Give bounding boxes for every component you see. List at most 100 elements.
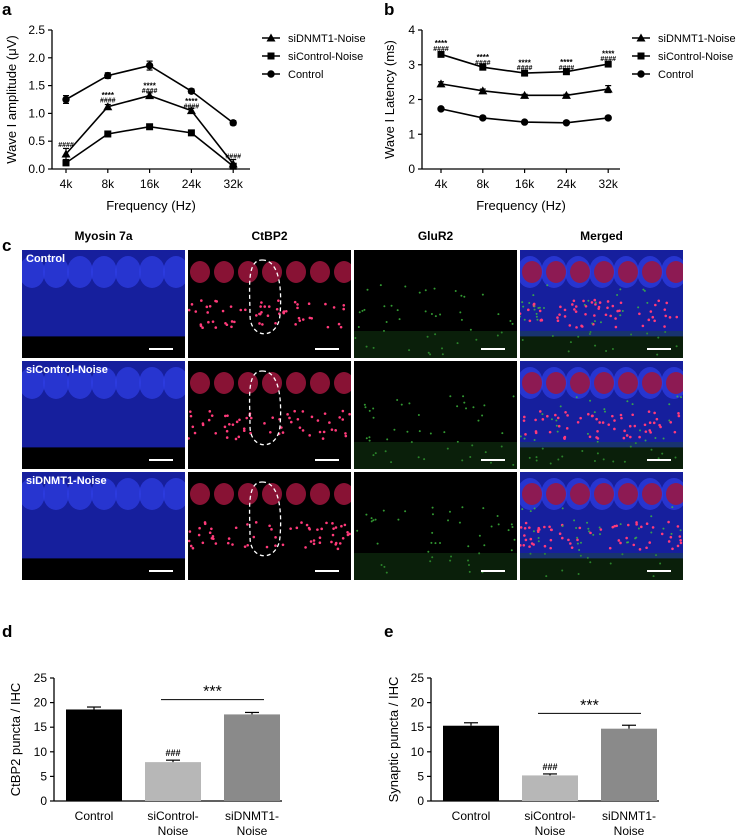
data-point xyxy=(478,86,488,95)
ctbp2-puncta xyxy=(304,546,307,549)
ctbp2-puncta xyxy=(677,414,681,418)
panel-letter-a: a xyxy=(2,0,12,19)
glur2-puncta xyxy=(619,288,622,291)
glur2-puncta xyxy=(676,395,679,398)
data-point xyxy=(561,90,571,99)
significance-mark: **** xyxy=(102,91,115,100)
ctbp2-puncta xyxy=(649,310,653,313)
hair-cell xyxy=(139,367,165,399)
ctbp2-puncta xyxy=(324,302,327,306)
glur2-puncta xyxy=(356,529,359,532)
data-point xyxy=(604,60,612,68)
glur2-puncta xyxy=(577,335,580,338)
hair-cell xyxy=(22,367,45,399)
legend-label: siDNMT1-Noise xyxy=(658,33,736,45)
ctbp2-puncta xyxy=(625,434,629,437)
scale-bar xyxy=(149,459,173,461)
nucleus xyxy=(286,483,306,505)
nucleus xyxy=(594,483,614,505)
glur2-puncta xyxy=(365,513,368,516)
ctbp2-puncta xyxy=(237,435,241,439)
ctbp2-puncta xyxy=(677,412,680,415)
glur2-puncta xyxy=(374,452,377,455)
ctbp2-puncta xyxy=(608,546,612,550)
glur2-puncta xyxy=(372,519,375,522)
ctbp2-puncta xyxy=(326,325,330,329)
micrograph-image xyxy=(188,259,351,335)
ctbp2-puncta xyxy=(560,536,564,540)
ctbp2-puncta xyxy=(330,540,333,544)
glur2-puncta xyxy=(477,419,480,422)
ctbp2-puncta xyxy=(557,424,561,428)
glur2-puncta xyxy=(621,309,624,312)
glur2-puncta xyxy=(657,336,660,339)
scale-bar xyxy=(315,348,339,350)
x-tick-label: 16k xyxy=(515,177,535,191)
nucleus xyxy=(334,372,351,394)
glur2-puncta xyxy=(365,345,368,348)
ctbp2-puncta xyxy=(278,312,281,315)
nucleus xyxy=(262,261,282,283)
ctbp2-puncta xyxy=(296,417,300,421)
glur2-puncta xyxy=(372,346,375,349)
ctbp2-puncta xyxy=(312,539,316,542)
ctbp2-puncta xyxy=(638,435,641,439)
bar-1 xyxy=(522,775,578,801)
ctbp2-puncta xyxy=(638,312,641,316)
glur2-puncta xyxy=(500,445,503,448)
hair-cell xyxy=(163,367,185,399)
glur2-puncta xyxy=(630,333,633,336)
ctbp2-puncta xyxy=(281,431,285,434)
ctbp2-puncta xyxy=(559,305,562,309)
ctbp2-puncta xyxy=(194,310,198,313)
glur2-puncta xyxy=(467,545,470,548)
ctbp2-puncta xyxy=(308,434,311,437)
ctbp2-puncta xyxy=(189,414,193,418)
glur2-puncta xyxy=(662,527,665,530)
glur2-puncta xyxy=(555,419,558,422)
ctbp2-puncta xyxy=(328,421,331,424)
glur2-puncta xyxy=(481,414,484,417)
glur2-puncta xyxy=(512,395,515,398)
y-tick-label: 5 xyxy=(417,769,424,783)
ctbp2-puncta xyxy=(590,301,594,304)
ctbp2-puncta xyxy=(201,326,204,330)
nucleus xyxy=(546,372,566,394)
data-point xyxy=(437,105,445,113)
glur2-puncta xyxy=(650,448,653,451)
ctbp2-puncta xyxy=(563,308,567,312)
ctbp2-puncta xyxy=(318,541,322,545)
glur2-puncta xyxy=(512,463,515,466)
x-tick-label: Control xyxy=(452,809,491,823)
significance-mark: #### xyxy=(559,65,575,72)
x-tick-label: Noise xyxy=(237,824,268,838)
glur2-puncta xyxy=(478,534,481,537)
ctbp2-puncta xyxy=(208,304,212,308)
ctbp2-puncta xyxy=(316,528,319,531)
glur2-puncta xyxy=(593,320,596,323)
x-tick-label: Noise xyxy=(158,824,189,838)
glur2-puncta xyxy=(501,432,504,435)
glur2-puncta xyxy=(408,349,411,352)
ctbp2-puncta xyxy=(255,314,258,317)
glur2-puncta xyxy=(587,527,590,530)
ctbp2-puncta xyxy=(221,309,225,313)
glur2-puncta xyxy=(418,430,421,433)
ctbp2-puncta xyxy=(188,539,191,543)
glur2-puncta xyxy=(569,341,572,344)
y-axis-label: Synaptic puncta / IHC xyxy=(386,677,401,803)
ctbp2-puncta xyxy=(337,322,341,326)
ctbp2-puncta xyxy=(198,526,201,530)
ctbp2-puncta xyxy=(617,539,621,542)
ctbp2-puncta xyxy=(258,322,261,325)
ctbp2-puncta xyxy=(188,530,192,533)
glur2-puncta xyxy=(631,403,634,406)
bar-1 xyxy=(145,762,201,801)
ctbp2-puncta xyxy=(249,416,253,420)
ctbp2-puncta xyxy=(321,437,325,440)
green-haze xyxy=(520,331,683,358)
glur2-puncta xyxy=(372,407,375,410)
ctbp2-puncta xyxy=(578,526,582,530)
glur2-puncta xyxy=(490,525,493,528)
y-tick-label: 10 xyxy=(34,745,48,759)
